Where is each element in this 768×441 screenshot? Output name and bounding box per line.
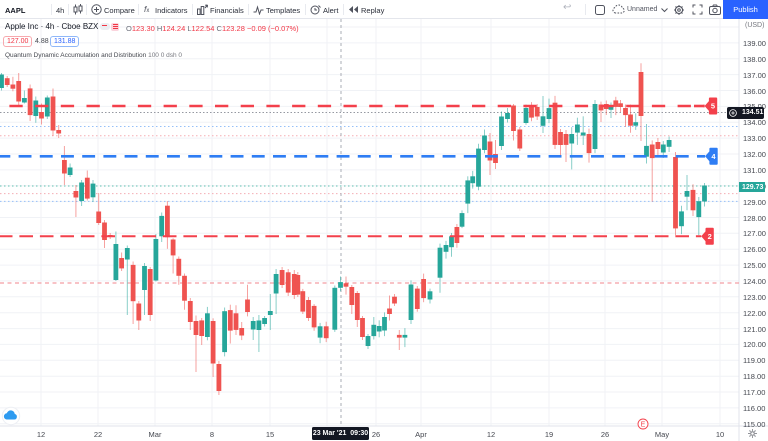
svg-text:E: E (641, 422, 646, 429)
svg-text:4: 4 (711, 152, 716, 161)
svg-text:5: 5 (711, 102, 715, 111)
svg-text:2: 2 (708, 232, 712, 241)
